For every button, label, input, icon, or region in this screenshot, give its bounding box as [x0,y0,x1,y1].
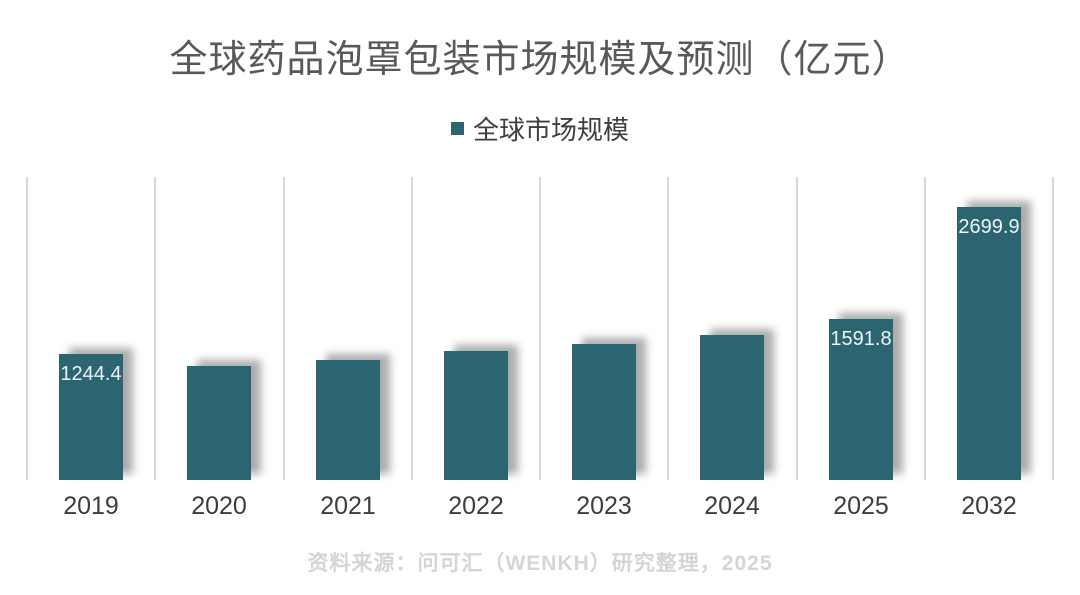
vertical-gridline [411,177,413,480]
x-tick-label-2022: 2022 [448,492,504,520]
vertical-gridline [154,177,156,480]
x-tick-label-2024: 2024 [704,492,760,520]
x-tick-label-2023: 2023 [576,492,632,520]
bar-2023 [572,344,636,480]
bar-2032: 2699.9 [957,207,1021,480]
vertical-gridline [26,177,28,480]
bar-2019: 1244.4 [59,354,123,480]
plot-area: 1244.4 1591.8 2699.9 [26,177,1054,480]
vertical-gridline [283,177,285,480]
bar-value-label-2019: 1244.4 [60,363,122,385]
bar-2020 [187,366,251,480]
bar-2022 [444,351,508,480]
bar-2024 [700,335,764,480]
bar-value-label-2032: 2699.9 [958,216,1020,238]
vertical-gridline [1052,177,1054,480]
bar-2021 [316,360,380,480]
chart-title: 全球药品泡罩包装市场规模及预测（亿元） [169,39,911,81]
bar-2025: 1591.8 [829,319,893,480]
x-tick-label-2032: 2032 [961,492,1017,520]
bar-value-label-2025: 1591.8 [830,328,892,350]
x-axis: 2019 2020 2021 2022 2023 2024 2025 2032 [27,492,1053,522]
vertical-gridline [667,177,669,480]
legend-label: 全球市场规模 [472,115,629,145]
vertical-gridline [796,177,798,480]
x-tick-label-2021: 2021 [320,492,376,520]
legend: 全球市场规模 [0,110,1080,147]
source-note: 资料来源：问可汇（WENKH）研究整理，2025 [307,552,773,575]
x-tick-label-2025: 2025 [833,492,889,520]
x-tick-label-2019: 2019 [63,492,119,520]
vertical-gridline [924,177,926,480]
vertical-gridline [539,177,541,480]
x-tick-label-2020: 2020 [191,492,247,520]
legend-swatch-icon [450,122,464,135]
